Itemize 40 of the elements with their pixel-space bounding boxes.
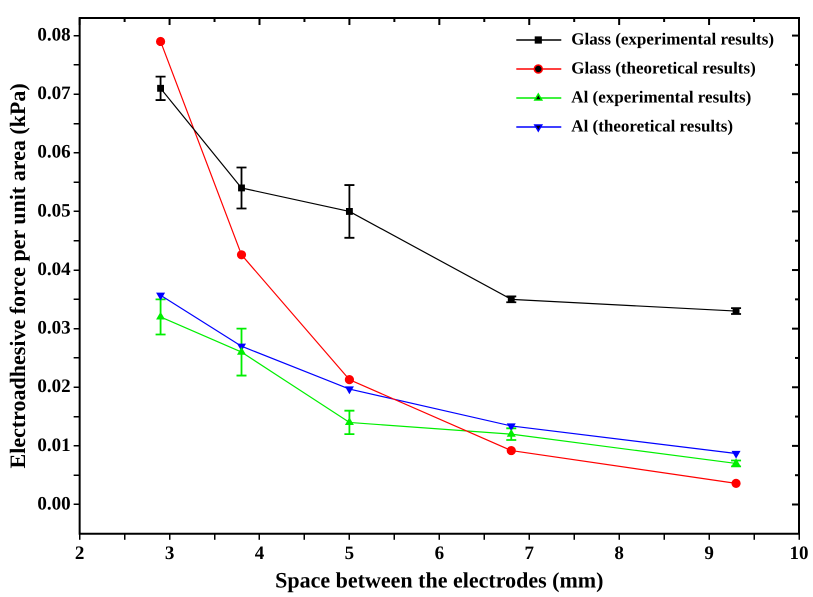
- legend-label: Al (theoretical results): [571, 116, 734, 136]
- y-tick-label: 0.02: [37, 376, 71, 398]
- point: [156, 36, 166, 46]
- y-tick-label: 0.05: [37, 200, 71, 222]
- x-tick-label: 3: [164, 543, 174, 564]
- x-tick-label: 9: [704, 543, 714, 564]
- x-tick-label: 8: [614, 543, 624, 564]
- x-tick-label: 4: [254, 543, 265, 564]
- y-axis-title: Electroadhesive force per unit area (kPa): [4, 83, 30, 468]
- x-tick-label: 2: [74, 543, 84, 564]
- point: [506, 446, 516, 456]
- point: [238, 184, 245, 192]
- y-tick-label: 0.01: [37, 434, 71, 456]
- point: [237, 348, 246, 355]
- point: [156, 312, 165, 320]
- point: [345, 418, 354, 426]
- point: [346, 208, 353, 215]
- y-tick-label: 0.03: [37, 318, 71, 339]
- y-tick-label: 0.04: [37, 258, 72, 280]
- point: [157, 84, 164, 92]
- legend-label: Glass (experimental results): [571, 29, 774, 48]
- x-tick-label: 6: [434, 543, 444, 564]
- y-tick-label: 0.07: [37, 83, 72, 104]
- y-tick-label: 0.08: [37, 24, 71, 46]
- point: [156, 292, 165, 300]
- point: [344, 375, 354, 384]
- point: [507, 430, 516, 437]
- y-tick-label: 0.06: [37, 142, 71, 163]
- x-axis-title: Space between the electrodes (mm): [275, 567, 604, 592]
- legend-label: Glass (theoretical results): [571, 58, 756, 78]
- point: [731, 478, 741, 488]
- x-tick-label: 7: [524, 543, 534, 564]
- x-tick-label: 5: [344, 543, 354, 564]
- point: [345, 386, 354, 394]
- legend-label: Al (experimental results): [571, 87, 752, 106]
- point: [507, 423, 516, 431]
- point: [236, 250, 246, 260]
- point: [732, 450, 740, 458]
- y-tick-label: 0.00: [37, 493, 71, 514]
- x-tick-label: 10: [790, 543, 808, 564]
